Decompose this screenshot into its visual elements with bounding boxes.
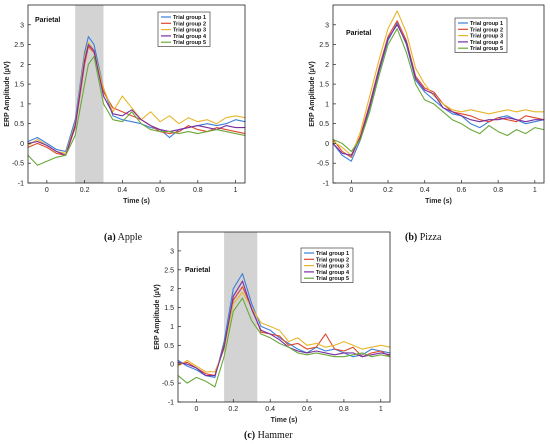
y-tick-label-b: 0 — [325, 141, 329, 148]
series-line-c-1 — [177, 273, 391, 378]
y-tick-label-c: -0.5 — [162, 381, 174, 388]
legend-label-b-1: Trial group 1 — [470, 21, 503, 27]
x-tick-label-c: 0.8 — [339, 406, 349, 413]
y-tick-label-a: 1.5 — [14, 82, 24, 89]
y-tick-label-c: 0.5 — [164, 343, 174, 350]
y-tick-label-b: 2 — [325, 62, 329, 69]
x-axis-label-a: Time (s) — [123, 198, 150, 205]
x-tick-label-a: 0.4 — [117, 187, 127, 194]
y-tick-label-a: 2.5 — [14, 42, 24, 49]
x-tick-label-c: 0.6 — [302, 406, 312, 413]
legend-label-a-1: Trial group 1 — [173, 15, 206, 21]
y-tick-label-c: 1.5 — [164, 305, 174, 312]
region-label-b: Parietal — [346, 30, 371, 37]
legend-label-c-3: Trial group 3 — [316, 264, 349, 270]
y-tick-label-a: 2 — [20, 62, 24, 69]
legend-label-a-2: Trial group 2 — [173, 21, 206, 27]
x-tick-label-b: 0.6 — [457, 187, 467, 194]
x-tick-label-b: 1 — [533, 187, 537, 194]
caption-a: (a) Apple — [104, 232, 142, 243]
x-tick-label-c: 0.2 — [228, 406, 238, 413]
y-tick-label-a: 0 — [20, 141, 24, 148]
legend-label-c-4: Trial group 4 — [316, 270, 350, 276]
y-tick-label-c: 2 — [170, 286, 174, 293]
x-tick-label-b: 0.4 — [420, 187, 430, 194]
x-tick-label-b: 0 — [349, 187, 353, 194]
y-tick-label-a: 1 — [20, 101, 24, 108]
x-tick-label-a: 0.8 — [193, 187, 203, 194]
y-tick-label-b: 2.5 — [319, 42, 329, 49]
caption-a-name: Apple — [117, 232, 143, 243]
y-tick-label-a: -1 — [18, 181, 24, 188]
legend-label-a-3: Trial group 3 — [173, 28, 206, 34]
caption-b-name: Pizza — [419, 232, 442, 243]
legend-label-a-4: Trial group 4 — [173, 34, 207, 40]
y-axis-label-c: ERP Amplitude (µV) — [154, 284, 161, 349]
y-tick-label-b: 1 — [325, 101, 329, 108]
legend-label-c-5: Trial group 5 — [316, 276, 349, 282]
x-tick-label-a: 0.2 — [80, 187, 90, 194]
series-line-a-2 — [27, 45, 246, 156]
caption-c-name: Hammer — [257, 430, 293, 441]
plot-frame-c — [177, 231, 391, 403]
y-tick-label-c: 0 — [170, 362, 174, 369]
caption-b-id: (b) — [405, 232, 418, 243]
legend-label-a-5: Trial group 5 — [173, 40, 206, 46]
legend-label-b-2: Trial group 2 — [470, 27, 503, 33]
y-tick-label-c: -1 — [168, 400, 174, 407]
caption-b: (b) Pizza — [405, 232, 441, 243]
y-axis-label-b: ERP Amplitude (µV) — [309, 61, 316, 126]
x-axis-label-b: Time (s) — [425, 198, 452, 205]
caption-c-id: (c) — [244, 430, 256, 441]
y-tick-label-a: 0.5 — [14, 121, 24, 128]
series-line-c-4 — [177, 280, 391, 377]
series-line-a-4 — [27, 44, 246, 156]
legend-label-b-4: Trial group 4 — [470, 40, 504, 46]
plot-frame-b — [332, 4, 545, 184]
x-tick-label-c: 0 — [194, 406, 198, 413]
legend-label-b-3: Trial group 3 — [470, 34, 503, 40]
y-tick-label-c: 3 — [170, 248, 174, 255]
legend-label-c-2: Trial group 2 — [316, 257, 349, 263]
y-tick-label-b: 0.5 — [319, 121, 329, 128]
x-tick-label-c: 0.4 — [265, 406, 275, 413]
series-line-c-5 — [177, 297, 391, 388]
series-line-b-5 — [332, 28, 545, 152]
x-tick-label-a: 1 — [234, 187, 238, 194]
legend-label-c-1: Trial group 1 — [316, 251, 349, 257]
legend-label-b-5: Trial group 5 — [470, 46, 503, 52]
y-tick-label-a: -0.5 — [12, 161, 24, 168]
y-tick-label-b: -1 — [323, 181, 329, 188]
y-tick-label-b: -0.5 — [317, 161, 329, 168]
x-tick-label-a: 0 — [45, 187, 49, 194]
plot-frame-a — [27, 4, 246, 184]
x-tick-label-c: 1 — [379, 406, 383, 413]
y-tick-label-c: 1 — [170, 324, 174, 331]
y-tick-label-c: 2.5 — [164, 267, 174, 274]
series-line-b-2 — [332, 20, 545, 158]
x-tick-label-b: 0.8 — [493, 187, 503, 194]
region-label-c: Parietal — [185, 267, 210, 274]
series-line-b-1 — [332, 22, 545, 162]
y-axis-label-a: ERP Amplitude (µV) — [4, 61, 11, 126]
x-tick-label-b: 0.2 — [383, 187, 393, 194]
series-line-b-4 — [332, 24, 545, 156]
series-line-a-5 — [27, 55, 246, 166]
series-line-a-1 — [27, 36, 246, 152]
x-axis-label-c: Time (s) — [271, 417, 298, 424]
y-tick-label-a: 3 — [20, 22, 24, 29]
series-line-c-2 — [177, 286, 391, 377]
caption-a-id: (a) — [104, 232, 116, 243]
caption-c: (c) Hammer — [244, 430, 293, 441]
x-tick-label-a: 0.6 — [155, 187, 165, 194]
region-label-a: Parietal — [35, 17, 60, 24]
series-line-c-3 — [177, 291, 391, 373]
y-tick-label-b: 1.5 — [319, 82, 329, 89]
y-tick-label-b: 3 — [325, 22, 329, 29]
series-line-a-3 — [27, 42, 246, 154]
